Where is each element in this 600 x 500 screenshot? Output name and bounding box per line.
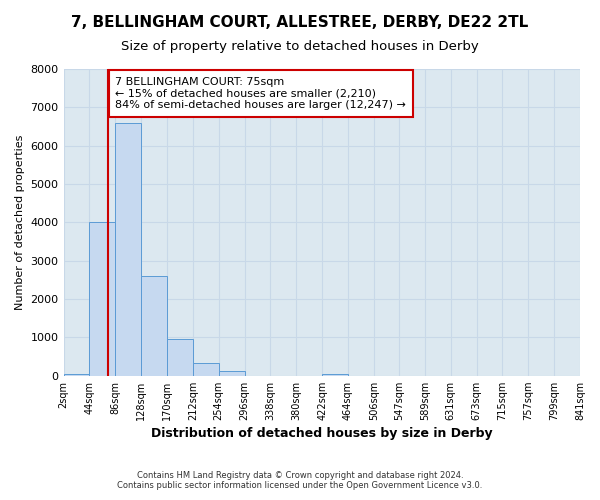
Bar [64, 374, 89, 376]
Bar [322, 374, 348, 376]
Text: 7, BELLINGHAM COURT, ALLESTREE, DERBY, DE22 2TL: 7, BELLINGHAM COURT, ALLESTREE, DERBY, D… [71, 15, 529, 30]
X-axis label: Distribution of detached houses by size in Derby: Distribution of detached houses by size … [151, 427, 493, 440]
Text: Contains HM Land Registry data © Crown copyright and database right 2024.
Contai: Contains HM Land Registry data © Crown c… [118, 470, 482, 490]
Bar [167, 340, 193, 376]
Bar [115, 122, 141, 376]
Text: Size of property relative to detached houses in Derby: Size of property relative to detached ho… [121, 40, 479, 53]
Text: 7 BELLINGHAM COURT: 75sqm
← 15% of detached houses are smaller (2,210)
84% of se: 7 BELLINGHAM COURT: 75sqm ← 15% of detac… [115, 76, 406, 110]
Bar [193, 363, 218, 376]
Bar [141, 276, 167, 376]
Bar [218, 370, 245, 376]
Bar [89, 222, 115, 376]
Y-axis label: Number of detached properties: Number of detached properties [15, 134, 25, 310]
